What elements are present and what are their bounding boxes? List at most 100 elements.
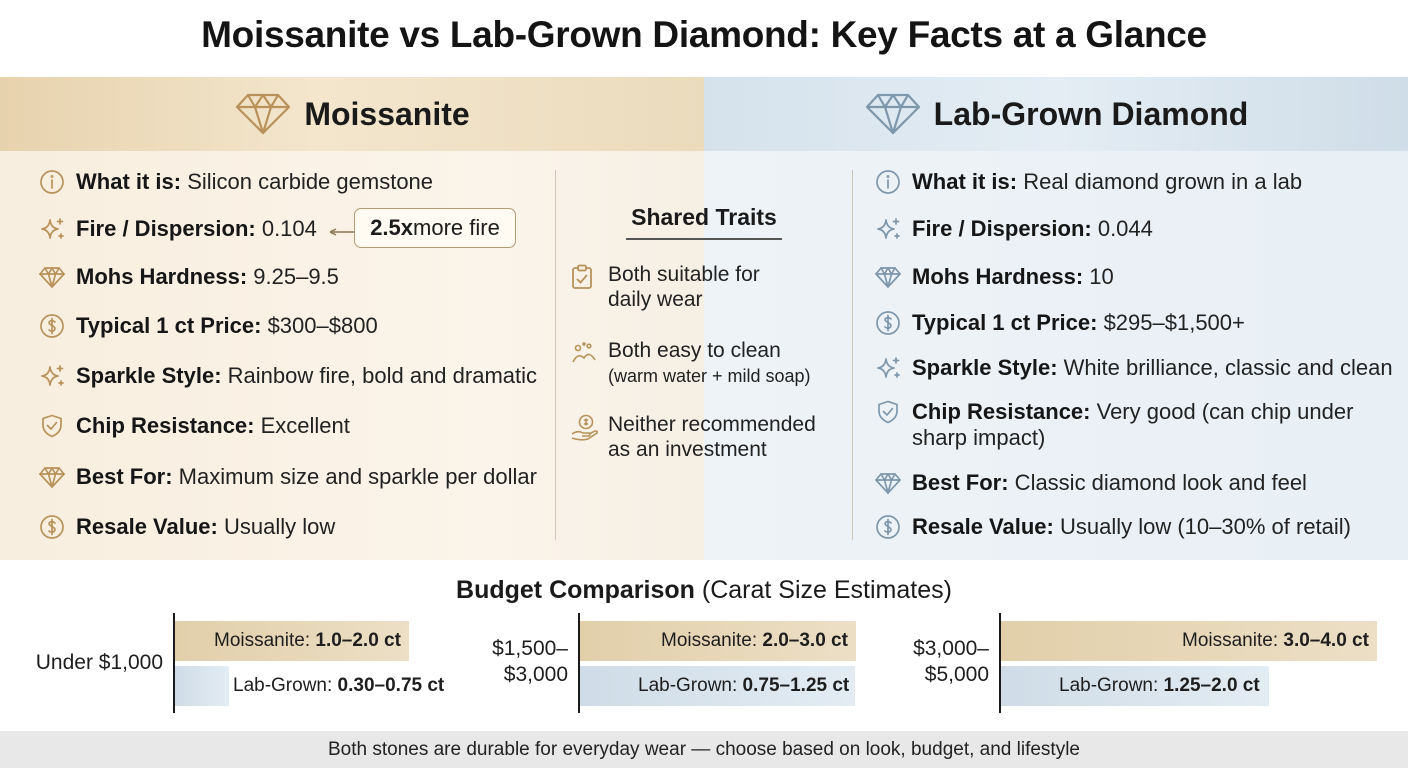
lab-grown-bar <box>175 666 229 706</box>
fact-label: Typical 1 ct Price: <box>76 313 262 338</box>
moissanite-bar <box>1001 621 1377 661</box>
footer-note: Both stones are durable for everyday wea… <box>0 731 1408 768</box>
fact-row: Chip Resistance: Excellent <box>38 413 350 439</box>
dollar-icon <box>38 514 66 540</box>
fact-row: Resale Value: Usually low <box>38 514 335 540</box>
shared-trait-line: Both easy to clean <box>608 339 781 362</box>
fact-row: Best For: Maximum size and sparkle per d… <box>38 464 537 490</box>
data-label: Lab-Grown: 0.75–1.25 ct <box>638 675 849 697</box>
series-name: Moissanite: <box>661 630 763 651</box>
diamond-icon <box>874 470 902 496</box>
fact-label: Resale Value: <box>912 514 1054 539</box>
clipboard-icon <box>570 262 600 296</box>
shared-trait-item: Both suitable for daily wear <box>570 262 760 312</box>
sparkle-icon <box>38 216 66 242</box>
hand-coin-icon <box>570 412 600 448</box>
fact-text: Typical 1 ct Price: $295–$1,500+ <box>912 310 1245 336</box>
fact-label: Chip Resistance: <box>76 413 255 438</box>
shared-traits-underline <box>626 238 782 240</box>
moissanite-bar <box>175 621 409 661</box>
category-label-line: $5,000 <box>924 663 989 686</box>
fact-text: What it is: Real diamond grown in a lab <box>912 169 1302 195</box>
category-label-line: $1,500– <box>492 637 568 660</box>
fact-label: Sparkle Style: <box>912 355 1058 380</box>
category-label: Under $1,000 <box>3 650 163 676</box>
category-label-line: $3,000 <box>503 663 568 686</box>
chart-axis <box>578 613 580 713</box>
fact-label: Fire / Dispersion: <box>76 216 256 241</box>
sparkle-icon <box>874 355 902 381</box>
shared-trait-line: as an investment <box>608 438 767 461</box>
fact-text: Fire / Dispersion: 0.104 <box>76 216 317 242</box>
shared-trait-item: Both easy to clean (warm water + mild soa… <box>570 338 811 389</box>
moissanite-bar <box>580 621 856 661</box>
sparkle-clean-icon <box>570 338 600 372</box>
fact-text: Fire / Dispersion: 0.044 <box>912 216 1153 242</box>
fact-label: What it is: <box>912 169 1018 194</box>
data-value: 3.0–4.0 ct <box>1283 630 1369 651</box>
category-label: $1,500– $3,000 <box>408 636 568 688</box>
dollar-icon <box>874 310 902 336</box>
category-label-line: Under $1,000 <box>35 651 163 674</box>
data-value: 0.30–0.75 ct <box>337 675 445 696</box>
category-label-line: $3,000– <box>913 637 989 660</box>
lab-grown-bar <box>1001 666 1269 706</box>
sparkle-icon <box>874 216 902 242</box>
diamond-icon <box>874 264 902 290</box>
fact-text: Sparkle Style: White brilliance, classic… <box>912 355 1393 381</box>
shield-icon <box>38 413 66 439</box>
fact-row: What it is: Real diamond grown in a lab <box>874 169 1302 195</box>
fact-label: Chip Resistance: <box>912 399 1091 424</box>
series-name: Lab-Grown: <box>638 675 743 696</box>
series-name: Moissanite: <box>1182 630 1284 651</box>
info-icon <box>38 169 66 195</box>
diamond-icon <box>38 464 66 490</box>
lab-grown-panel <box>704 77 1408 560</box>
category-label: $3,000– $5,000 <box>829 636 989 688</box>
dollar-icon <box>874 514 902 540</box>
fact-label: Mohs Hardness: <box>912 264 1084 289</box>
moissanite-title: Moissanite <box>304 95 470 132</box>
data-label: Lab-Grown: 1.25–2.0 ct <box>1059 675 1260 697</box>
fact-value: 0.044 <box>1091 216 1153 241</box>
dollar-icon <box>38 313 66 339</box>
diamond-icon <box>236 93 291 135</box>
data-label: Moissanite: 3.0–4.0 ct <box>1182 630 1369 652</box>
fact-row: Sparkle Style: Rainbow fire, bold and dr… <box>38 363 537 389</box>
fact-label: Mohs Hardness: <box>76 264 248 289</box>
fact-row: Best For: Classic diamond look and feel <box>874 470 1307 496</box>
fact-label: What it is: <box>76 169 182 194</box>
moissanite-header: Moissanite <box>0 77 704 151</box>
fact-text: What it is: Silicon carbide gemstone <box>76 169 433 195</box>
series-name: Lab-Grown: <box>1059 675 1164 696</box>
page-title: Moissanite vs Lab-Grown Diamond: Key Fac… <box>201 14 1207 55</box>
fact-text: Sparkle Style: Rainbow fire, bold and dr… <box>76 363 537 389</box>
fact-value: $295–$1,500+ <box>1097 310 1245 335</box>
fact-value: $300–$800 <box>261 313 378 338</box>
fact-label: Resale Value: <box>76 514 218 539</box>
fact-value: Very good (can chip under <box>1090 399 1354 424</box>
data-value: 0.75–1.25 ct <box>742 675 850 696</box>
data-label: Moissanite: 1.0–2.0 ct <box>214 630 401 652</box>
fact-text: Resale Value: Usually low (10–30% of ret… <box>912 514 1351 540</box>
lab-grown-header: Lab-Grown Diamond <box>704 77 1408 151</box>
series-name: Moissanite: <box>214 630 316 651</box>
fact-text: Mohs Hardness: 10 <box>912 264 1114 290</box>
fact-value: 9.25–9.5 <box>247 264 339 289</box>
fact-value: 10 <box>1083 264 1114 289</box>
chart-axis <box>173 613 175 713</box>
fact-row: Mohs Hardness: 10 <box>874 264 1114 290</box>
series-name: Lab-Grown: <box>233 675 338 696</box>
fact-value: Real diamond grown in a lab <box>1017 169 1303 194</box>
data-value: 1.25–2.0 ct <box>1163 675 1260 696</box>
fact-row: Sparkle Style: White brilliance, classic… <box>874 355 1393 381</box>
callout-text: more fire <box>413 215 500 240</box>
fact-value: Classic diamond look and feel <box>1008 470 1307 495</box>
fact-row: What it is: Silicon carbide gemstone <box>38 169 433 195</box>
lab-grown-title: Lab-Grown Diamond <box>933 95 1249 132</box>
diamond-icon <box>865 93 920 135</box>
fact-text: Chip Resistance: Very good (can chip und… <box>912 399 1353 451</box>
shared-trait-line: Neither recommended <box>608 413 816 436</box>
sparkle-icon <box>38 363 66 389</box>
shared-trait-line: Both suitable for <box>608 263 760 286</box>
